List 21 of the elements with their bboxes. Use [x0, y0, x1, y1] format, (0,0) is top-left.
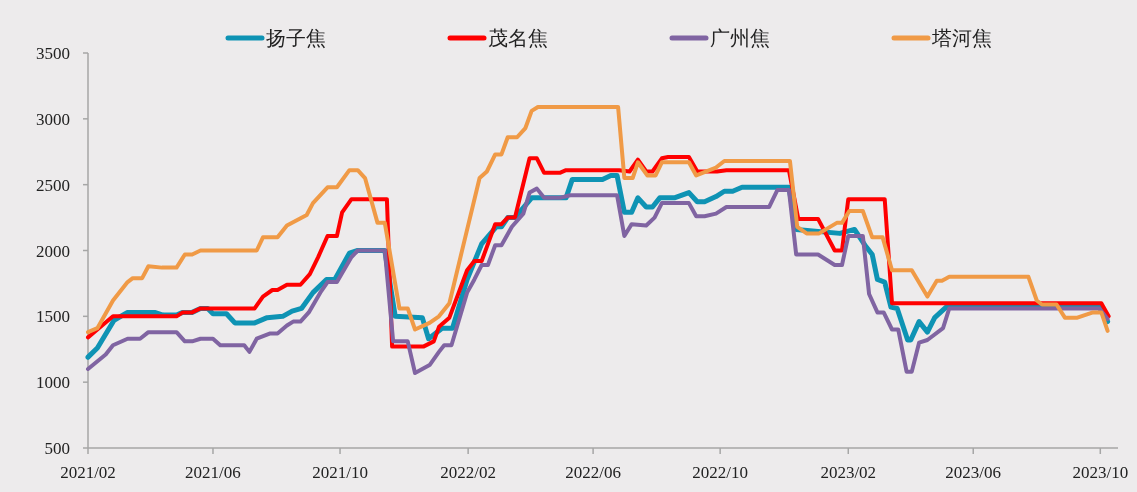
x-tick-label: 2021/02 [60, 463, 116, 482]
y-tick-label: 1500 [36, 307, 70, 327]
x-tick-label: 2023/06 [945, 463, 1002, 482]
x-tick-label: 2021/10 [312, 463, 368, 482]
x-tick-label: 2023/02 [820, 463, 877, 482]
x-tick-label: 2022/02 [440, 463, 496, 482]
line-series [86, 104, 1110, 335]
x-tick-label: 2022/10 [692, 463, 749, 482]
y-tick-label: 500 [44, 439, 70, 458]
x-tick-label: 2021/06 [185, 463, 241, 482]
y-tick-label: 2500 [36, 175, 70, 195]
y-tick-label: 3500 [36, 44, 70, 63]
y-tick-label: 1000 [36, 373, 70, 393]
y-tick-label: 3000 [36, 109, 70, 129]
x-tick-label: 2022/06 [565, 463, 621, 482]
y-tick-label: 2000 [36, 241, 70, 261]
legend-label: 广州焦 [710, 27, 770, 49]
legend-label: 塔河焦 [931, 27, 992, 49]
x-tick-label: 2023/10 [1072, 463, 1129, 482]
legend-label: 扬子焦 [266, 27, 326, 49]
legend-label: 茂名焦 [488, 27, 548, 49]
